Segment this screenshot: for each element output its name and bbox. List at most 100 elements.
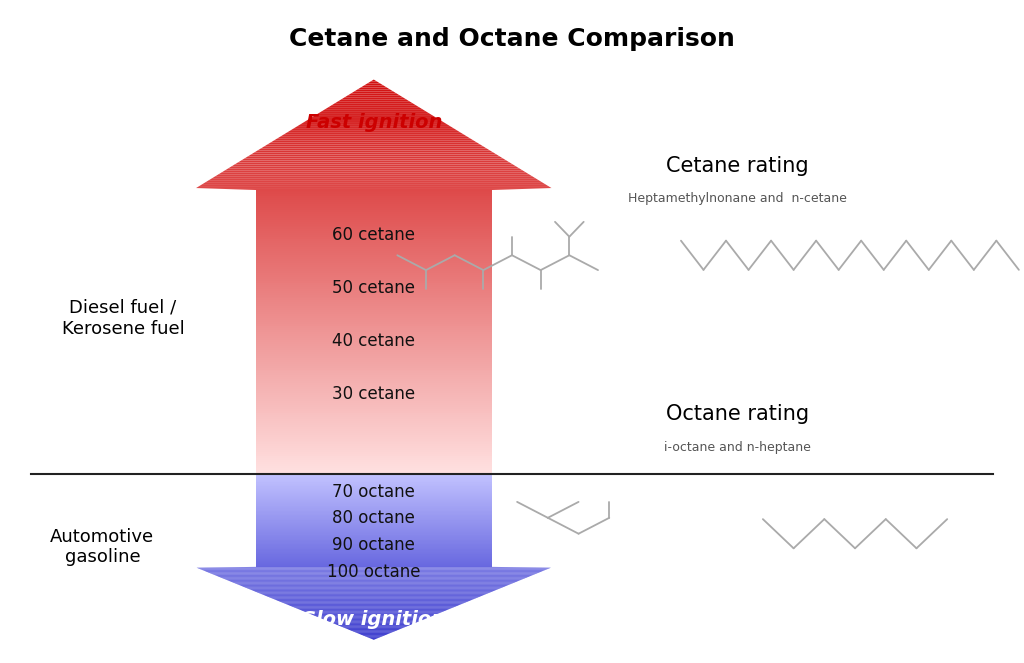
Polygon shape: [256, 429, 492, 431]
Polygon shape: [290, 129, 458, 131]
Polygon shape: [256, 513, 492, 514]
Polygon shape: [238, 160, 510, 162]
Polygon shape: [264, 595, 483, 596]
Polygon shape: [368, 637, 380, 638]
Polygon shape: [256, 204, 492, 206]
Polygon shape: [256, 468, 492, 470]
Polygon shape: [256, 556, 492, 557]
Polygon shape: [256, 280, 492, 282]
Polygon shape: [256, 436, 492, 438]
Polygon shape: [261, 147, 486, 149]
Polygon shape: [256, 521, 492, 522]
Polygon shape: [256, 377, 492, 379]
Polygon shape: [327, 621, 421, 622]
Polygon shape: [256, 565, 492, 566]
Polygon shape: [256, 322, 492, 324]
Polygon shape: [256, 359, 492, 361]
Polygon shape: [256, 527, 492, 528]
Polygon shape: [290, 606, 458, 607]
Polygon shape: [256, 397, 492, 399]
Polygon shape: [256, 288, 492, 290]
Polygon shape: [256, 546, 492, 547]
Polygon shape: [256, 302, 492, 304]
Polygon shape: [372, 639, 376, 640]
Polygon shape: [256, 558, 492, 560]
Polygon shape: [212, 176, 536, 178]
Polygon shape: [256, 537, 492, 538]
Polygon shape: [351, 91, 396, 93]
Polygon shape: [256, 517, 492, 518]
Polygon shape: [254, 151, 494, 152]
Polygon shape: [341, 97, 407, 99]
Polygon shape: [256, 505, 492, 507]
Polygon shape: [256, 275, 492, 277]
Polygon shape: [256, 336, 492, 338]
Polygon shape: [197, 567, 551, 568]
Polygon shape: [281, 602, 467, 603]
Polygon shape: [256, 417, 492, 419]
Polygon shape: [256, 259, 492, 261]
Polygon shape: [354, 90, 393, 91]
Polygon shape: [256, 533, 492, 534]
Polygon shape: [335, 624, 413, 625]
Polygon shape: [337, 625, 411, 626]
Polygon shape: [256, 231, 492, 233]
Polygon shape: [256, 251, 492, 253]
Polygon shape: [256, 348, 492, 350]
Polygon shape: [256, 508, 492, 509]
Polygon shape: [284, 133, 464, 135]
Polygon shape: [242, 158, 506, 160]
Polygon shape: [256, 338, 492, 340]
Polygon shape: [262, 594, 485, 595]
Polygon shape: [231, 164, 516, 166]
Polygon shape: [256, 241, 492, 243]
Polygon shape: [318, 617, 429, 618]
Polygon shape: [318, 111, 429, 113]
Polygon shape: [256, 296, 492, 298]
Polygon shape: [256, 306, 492, 308]
Polygon shape: [256, 263, 492, 265]
Polygon shape: [256, 435, 492, 436]
Polygon shape: [256, 490, 492, 491]
Polygon shape: [256, 282, 492, 284]
Polygon shape: [256, 239, 492, 241]
Polygon shape: [256, 489, 492, 490]
Polygon shape: [315, 113, 432, 115]
Polygon shape: [256, 547, 492, 548]
Polygon shape: [273, 139, 474, 141]
Polygon shape: [256, 316, 492, 318]
Polygon shape: [284, 603, 463, 604]
Polygon shape: [256, 206, 492, 208]
Polygon shape: [256, 277, 492, 278]
Polygon shape: [325, 620, 423, 621]
Polygon shape: [270, 141, 477, 143]
Polygon shape: [256, 497, 492, 498]
Polygon shape: [256, 344, 492, 346]
Polygon shape: [256, 564, 492, 565]
Polygon shape: [256, 413, 492, 415]
Polygon shape: [223, 578, 524, 579]
Polygon shape: [329, 622, 419, 623]
Polygon shape: [256, 514, 492, 516]
Polygon shape: [256, 284, 492, 286]
Polygon shape: [231, 582, 516, 583]
Polygon shape: [256, 403, 492, 405]
Polygon shape: [256, 340, 492, 342]
Polygon shape: [256, 318, 492, 320]
Polygon shape: [256, 499, 492, 500]
Polygon shape: [256, 196, 492, 198]
Polygon shape: [256, 448, 492, 450]
Polygon shape: [256, 472, 492, 474]
Polygon shape: [347, 629, 400, 630]
Polygon shape: [332, 103, 416, 105]
Polygon shape: [256, 474, 492, 475]
Polygon shape: [256, 233, 492, 235]
Polygon shape: [256, 332, 492, 334]
Polygon shape: [266, 596, 481, 597]
Polygon shape: [252, 590, 496, 591]
Polygon shape: [256, 247, 492, 249]
Polygon shape: [349, 630, 398, 631]
Polygon shape: [213, 574, 535, 575]
Polygon shape: [256, 516, 492, 517]
Polygon shape: [256, 399, 492, 401]
